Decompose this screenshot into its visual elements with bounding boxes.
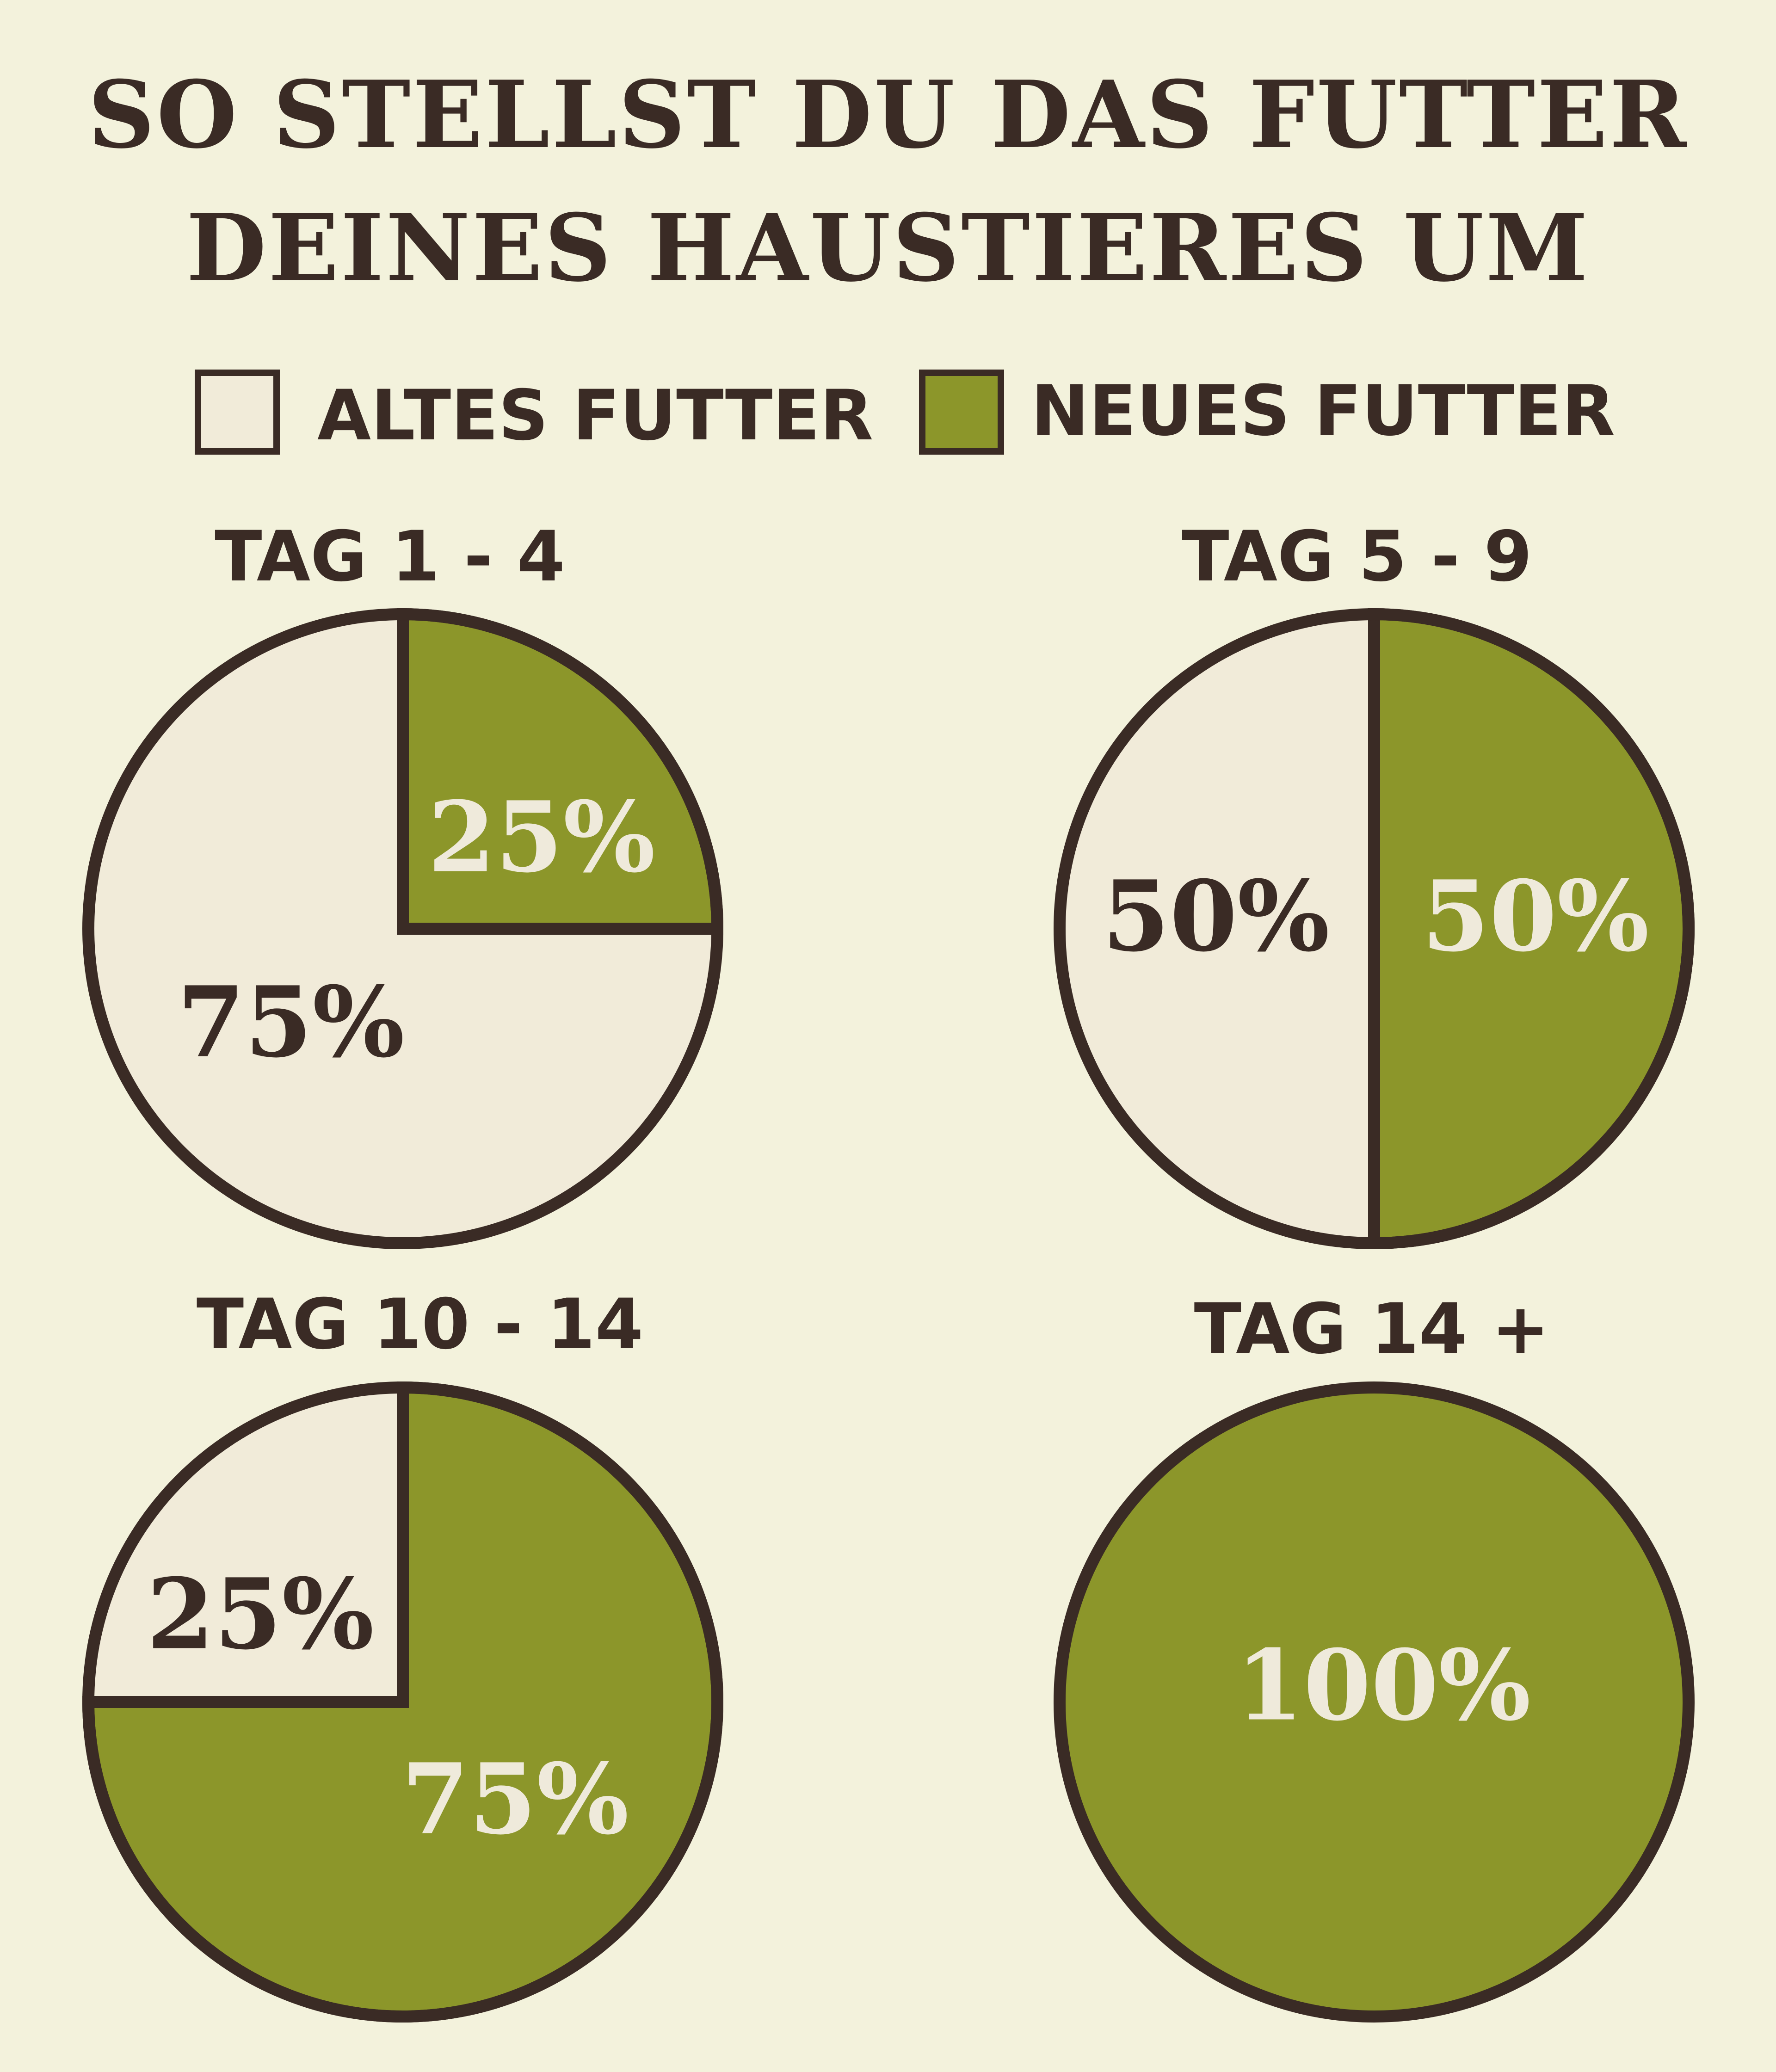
- pie-outline: [82, 1381, 723, 2023]
- pie-2-new-label: 50%: [1422, 859, 1649, 974]
- pie-title-1: TAG 1 - 4: [215, 517, 565, 597]
- pie-4-new-label: 100%: [1236, 1628, 1531, 1743]
- legend-swatch-new: [919, 370, 1004, 455]
- pie-title-3: TAG 10 - 14: [197, 1284, 643, 1365]
- legend-swatch-old: [195, 370, 280, 455]
- pie-day-14-plus: [1054, 1381, 1695, 2023]
- title-line-2: DEINES HAUSTIERES UM: [186, 194, 1590, 302]
- pie-day-1-4: [82, 608, 724, 1249]
- pie-1-new-label: 25%: [428, 780, 655, 894]
- pie-3-new-label: 75%: [401, 1742, 629, 1856]
- pie-2-old-label: 50%: [1102, 859, 1330, 974]
- pie-1-old-label: 75%: [177, 965, 405, 1079]
- pie-outline: [1054, 608, 1695, 1249]
- pie-day-10-14: [82, 1381, 723, 2023]
- title-line-1: SO STELLST DU DAS FUTTER: [88, 61, 1688, 169]
- pie-3-old-label: 25%: [147, 1557, 374, 1671]
- pie-title-4: TAG 14 +: [1194, 1289, 1550, 1369]
- legend-label-old: ALTES FUTTER: [317, 376, 873, 456]
- pie-background: [1060, 1388, 1689, 2016]
- pie-day-5-9: [1054, 608, 1695, 1250]
- pie-title-2: TAG 5 - 9: [1182, 517, 1532, 597]
- pie-outline: [82, 608, 723, 1249]
- legend-label-new: NEUES FUTTER: [1031, 371, 1615, 451]
- pie-outline: [1054, 1381, 1695, 2023]
